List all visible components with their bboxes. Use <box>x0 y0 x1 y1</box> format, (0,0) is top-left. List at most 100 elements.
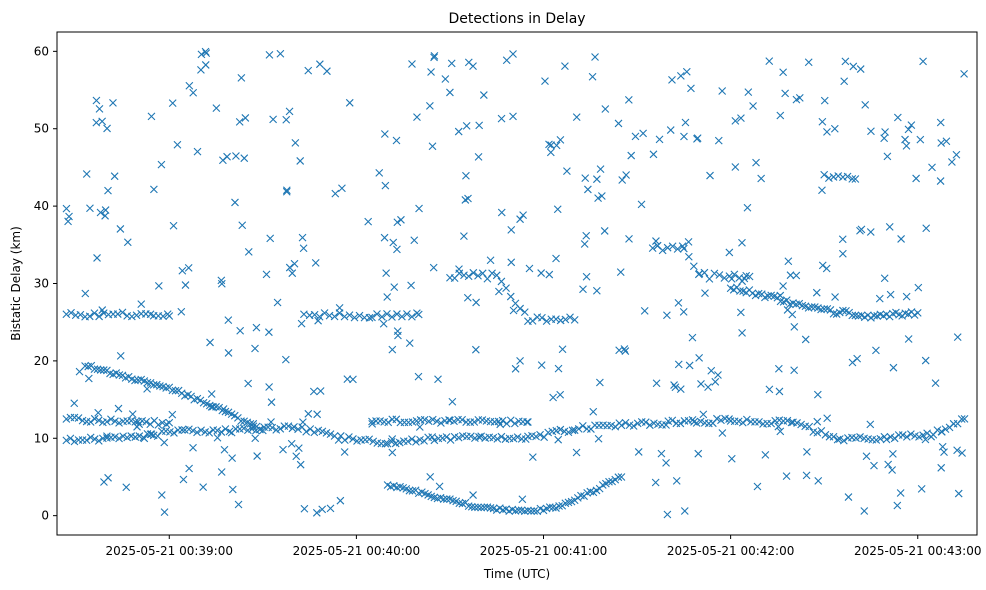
data-point <box>340 436 349 445</box>
data-point <box>561 315 570 324</box>
data-point <box>189 88 198 97</box>
data-point <box>115 434 123 443</box>
data-point <box>744 88 753 96</box>
data-point <box>876 434 885 443</box>
data-point <box>779 68 788 77</box>
data-point <box>896 489 905 497</box>
data-point <box>224 316 233 325</box>
data-point <box>829 309 838 318</box>
data-point <box>790 323 799 331</box>
data-point <box>662 458 670 467</box>
data-point <box>388 435 397 443</box>
data-point <box>185 81 194 90</box>
data-point <box>890 434 899 443</box>
data-point <box>310 428 319 437</box>
data-point <box>507 225 516 234</box>
data-point <box>312 508 321 517</box>
data-point <box>713 414 721 423</box>
data-point <box>310 310 319 319</box>
data-point <box>706 171 714 180</box>
data-point <box>147 430 156 438</box>
data-point <box>474 271 482 280</box>
data-point <box>408 60 416 68</box>
data-point <box>792 300 801 309</box>
data-point <box>755 418 763 426</box>
data-point <box>156 382 164 390</box>
data-point <box>779 282 787 290</box>
data-point <box>589 407 598 416</box>
data-point <box>844 493 853 501</box>
data-point <box>570 496 579 505</box>
data-point <box>369 437 378 446</box>
data-point <box>936 118 945 127</box>
data-point <box>580 240 589 248</box>
data-point <box>678 242 687 251</box>
data-point <box>725 248 734 257</box>
data-point <box>614 119 623 128</box>
data-point <box>197 65 205 74</box>
data-point <box>143 378 152 387</box>
data-point <box>461 196 470 204</box>
data-point <box>514 506 523 515</box>
data-point <box>365 435 374 444</box>
data-point <box>907 121 916 130</box>
data-point <box>165 418 174 427</box>
data-point <box>93 365 102 374</box>
data-point <box>134 376 142 385</box>
data-point <box>147 112 156 121</box>
data-point <box>893 501 902 510</box>
data-point <box>704 383 712 391</box>
data-point <box>574 424 583 433</box>
data-point <box>497 432 506 441</box>
data-point <box>674 360 683 369</box>
data-point <box>197 50 206 59</box>
data-point <box>782 472 791 481</box>
data-point <box>449 496 457 505</box>
data-point <box>820 305 829 313</box>
data-point <box>625 235 633 243</box>
data-point <box>687 84 695 93</box>
data-point <box>90 365 99 373</box>
y-tick-label: 20 <box>34 354 49 368</box>
data-point <box>745 272 754 281</box>
data-point <box>676 385 685 394</box>
data-point <box>629 422 638 430</box>
data-point <box>315 60 324 69</box>
data-point <box>282 187 291 196</box>
data-point <box>159 312 167 321</box>
y-tick-label: 60 <box>34 44 49 58</box>
data-point <box>265 51 274 59</box>
data-point <box>142 417 151 426</box>
data-point <box>462 121 471 130</box>
data-point <box>649 150 658 159</box>
data-point <box>103 124 111 133</box>
data-point <box>668 75 676 84</box>
data-point <box>115 371 124 379</box>
data-point <box>833 435 842 444</box>
data-point <box>340 312 349 321</box>
data-point <box>392 136 401 145</box>
data-point <box>856 65 865 73</box>
data-point <box>335 303 344 312</box>
data-point <box>931 379 940 388</box>
data-point <box>937 427 946 436</box>
data-point <box>331 189 340 198</box>
data-point <box>824 174 833 183</box>
data-point <box>116 351 125 360</box>
data-point <box>615 346 624 355</box>
data-point <box>922 224 931 233</box>
data-point <box>849 62 858 71</box>
data-point <box>520 308 529 316</box>
data-point <box>919 57 927 66</box>
data-point <box>621 418 630 427</box>
data-point <box>168 99 177 107</box>
data-point <box>330 312 339 321</box>
data-point <box>530 507 539 515</box>
data-point <box>829 173 838 181</box>
data-point <box>428 142 437 151</box>
data-point <box>179 475 188 484</box>
data-point <box>690 418 698 426</box>
data-point <box>682 67 691 76</box>
data-point <box>711 377 720 386</box>
data-point <box>393 218 402 227</box>
